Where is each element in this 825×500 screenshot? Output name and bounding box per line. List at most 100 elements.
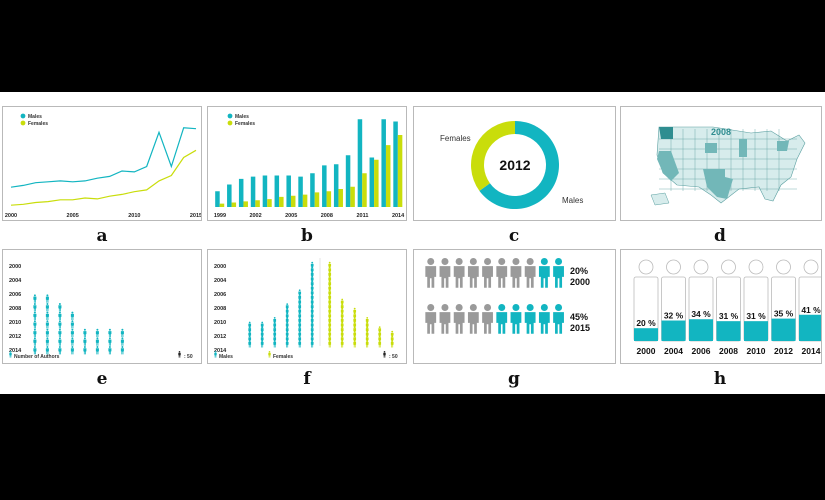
male-icon (310, 261, 314, 270)
male-icon (248, 321, 252, 330)
state-illinois (739, 139, 747, 157)
y-tick-label: 2012 (214, 334, 226, 340)
bar-females (231, 202, 237, 207)
author-icon (70, 328, 74, 338)
female-icon (390, 330, 394, 339)
legend-males-marker (20, 113, 26, 119)
x-tick-label: 2005 (67, 213, 79, 219)
female-icon (390, 340, 394, 348)
author-icon (83, 328, 87, 338)
person-icon (467, 258, 479, 288)
person-icon (482, 304, 493, 334)
female-icon (365, 317, 369, 325)
bar-females (279, 196, 284, 207)
bar-males (227, 184, 232, 207)
y-tick-label: 2010 (9, 320, 21, 326)
male-icon (260, 321, 264, 330)
legend-males-label: Males (28, 114, 42, 120)
x-tick-label: 2014 (802, 346, 821, 356)
person-icon (496, 258, 508, 288)
y-tick-label: 2008 (9, 306, 21, 312)
value-label: 31 % (746, 311, 766, 321)
caption-f: f (303, 369, 311, 389)
author-icon (45, 346, 49, 355)
author-icon (70, 320, 74, 329)
figure-stage: Males Females 2000 2005 2010 2015 a Males Fema… (0, 92, 825, 394)
panel-a-line-chart: Males Females 2000 2005 2010 2015 (2, 106, 202, 221)
bar-females (362, 173, 367, 207)
person-icon (439, 258, 451, 288)
bar-males (298, 176, 303, 207)
bar-males (215, 191, 220, 207)
scale-icon (383, 351, 386, 358)
panel-f-pictogram: 2000 2004 2006 2008 2010 2012 2014 Males Females… (207, 249, 407, 364)
female-icon (328, 340, 332, 348)
person-icon (496, 304, 508, 334)
scale-icon (178, 351, 181, 358)
bar-males (310, 173, 315, 207)
line-series-males (10, 127, 197, 188)
state-new-york (777, 141, 789, 151)
icon-head (748, 259, 764, 275)
author-icon (45, 320, 49, 329)
legend-males-label: Males (235, 114, 249, 120)
person-icon (439, 304, 451, 334)
choropleth-map-svg: 2008 (650, 126, 806, 206)
bar-females (255, 200, 260, 207)
x-tick-label: 2008 (321, 213, 333, 219)
icon-body-fill (799, 314, 821, 341)
person-icon (510, 304, 522, 334)
x-tick-label: 2010 (128, 213, 140, 219)
bar-males (381, 119, 386, 207)
legend-female-label: Females (273, 354, 293, 360)
caption-g: g (508, 369, 520, 389)
author-icon (83, 346, 87, 355)
state-california (657, 151, 679, 181)
author-icon (58, 303, 62, 312)
bar-females (385, 145, 391, 207)
person-icon (524, 304, 536, 334)
author-icon (108, 337, 112, 346)
x-tick-label: 2006 (692, 346, 711, 356)
author-icon (33, 328, 37, 338)
y-tick-label: 2006 (9, 292, 21, 298)
female-icon (353, 307, 357, 316)
female-icon (328, 261, 332, 270)
legend-male-label: Males (219, 354, 233, 360)
author-icon (45, 328, 49, 338)
author-icon (108, 346, 112, 355)
author-icon (70, 337, 74, 346)
icon-body-fill (744, 321, 768, 341)
author-icon (58, 346, 62, 355)
icon-head (776, 259, 791, 275)
bar-females (338, 189, 343, 207)
author-icon (95, 328, 99, 338)
bar-females (290, 195, 296, 207)
scale-label: : 50 (184, 354, 193, 360)
person-icon (553, 304, 564, 334)
bar-females (326, 191, 332, 207)
male-icon (260, 340, 264, 348)
author-icon (33, 311, 37, 320)
bar-males (393, 121, 398, 207)
line-series-females (10, 149, 197, 206)
male-icon (248, 340, 252, 348)
author-icon (45, 303, 49, 312)
person-icon (467, 304, 479, 334)
caption-b: b (301, 226, 313, 246)
bar-females (314, 192, 320, 207)
caption-a: a (96, 226, 108, 246)
author-icon (120, 337, 124, 346)
legend-males-marker (227, 113, 233, 119)
icon-head (638, 259, 654, 275)
icon-body-fill (689, 319, 713, 341)
author-icon (58, 311, 62, 320)
x-tick-label: 2002 (249, 213, 261, 219)
bar-males (322, 165, 327, 207)
state-nebraska (705, 143, 717, 153)
scale-label: : 50 (389, 354, 398, 360)
state-texas (703, 169, 733, 199)
